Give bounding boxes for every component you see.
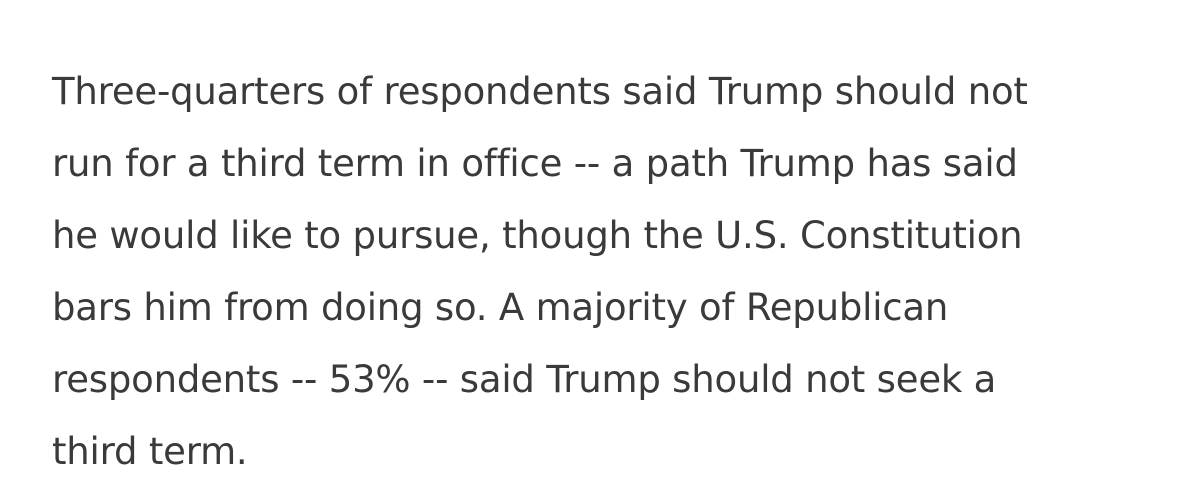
paragraph-line: Three-quarters of respondents said Trump… <box>52 70 1028 113</box>
paragraph-line: respondents -- 53% -- said Trump should … <box>52 358 997 401</box>
paragraph-line: he would like to pursue, though the U.S.… <box>52 214 1023 257</box>
article-paragraph: Three-quarters of respondents said Trump… <box>52 56 1139 488</box>
paragraph-line: run for a third term in office -- a path… <box>52 142 1018 185</box>
paragraph-line: third term. <box>52 430 248 473</box>
paragraph-line: bars him from doing so. A majority of Re… <box>52 286 949 329</box>
